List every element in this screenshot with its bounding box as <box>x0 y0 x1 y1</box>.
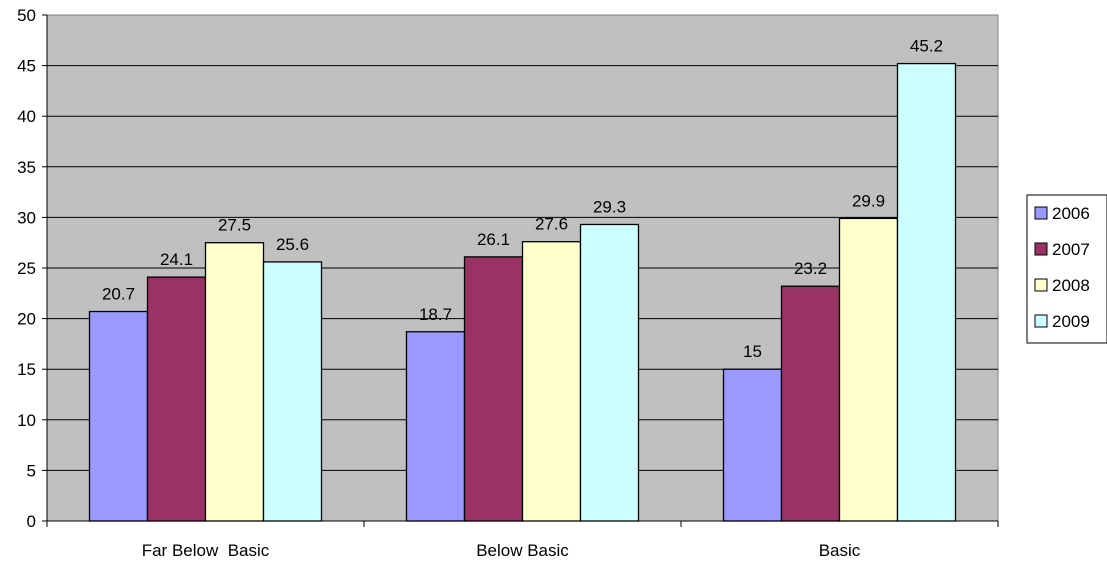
bar-2008-2 <box>521 241 582 522</box>
y-tick-label: 25 <box>17 259 36 278</box>
data-label: 15 <box>743 342 762 361</box>
legend-label: 2008 <box>1052 276 1090 295</box>
legend: 2006 2007 2008 2009 <box>1026 194 1107 344</box>
bar-2008-1 <box>204 242 265 522</box>
data-label: 27.5 <box>218 216 251 235</box>
x-axis: Far Below Basic Below Basic Basic <box>46 520 999 560</box>
bar-2007-1 <box>146 276 207 522</box>
legend-label: 2007 <box>1052 240 1090 259</box>
data-label: 23.2 <box>794 259 827 278</box>
bar-2009-1 <box>262 261 323 522</box>
y-tick-label: 10 <box>17 411 36 430</box>
y-tick-label: 0 <box>27 512 36 531</box>
bar-2007-3 <box>780 285 841 522</box>
data-labels: 20.7 24.1 27.5 25.6 18.7 26.1 27.6 29.3 15 23.2 29… <box>102 37 943 362</box>
legend-swatch <box>1034 206 1048 220</box>
bars <box>88 62 957 522</box>
data-label: 29.9 <box>852 191 885 210</box>
bar-2009-3 <box>896 62 957 522</box>
y-tick-label: 15 <box>17 360 36 379</box>
y-tick-label: 5 <box>27 461 36 480</box>
legend-swatch <box>1034 242 1048 256</box>
y-tick-label: 45 <box>17 57 36 76</box>
y-tick-label: 50 <box>17 6 36 25</box>
legend-swatch <box>1034 278 1048 292</box>
bar-2006-3 <box>722 368 783 522</box>
y-tick-label: 20 <box>17 310 36 329</box>
bar-2007-2 <box>463 256 524 522</box>
y-tick-label: 40 <box>17 107 36 126</box>
data-label: 45.2 <box>910 37 943 56</box>
data-label: 20.7 <box>102 285 135 304</box>
y-tick-label: 35 <box>17 158 36 177</box>
legend-label: 2009 <box>1052 312 1090 331</box>
data-label: 29.3 <box>593 197 626 216</box>
legend-swatch <box>1034 314 1048 328</box>
x-tick-label: Far Below Basic <box>142 541 270 560</box>
legend-label: 2006 <box>1052 204 1090 223</box>
x-tick-label: Basic <box>819 541 861 560</box>
x-tick-label: Below Basic <box>476 541 569 560</box>
bar-2006-1 <box>88 310 149 522</box>
data-label: 24.1 <box>160 250 193 269</box>
y-tick-label: 30 <box>17 208 36 227</box>
data-label: 25.6 <box>276 235 309 254</box>
y-axis: 0 5 10 15 20 25 30 35 40 45 50 <box>17 6 48 531</box>
data-label: 18.7 <box>419 305 452 324</box>
bar-2008-3 <box>838 217 899 522</box>
bar-2006-2 <box>405 331 466 522</box>
data-label: 27.6 <box>535 215 568 234</box>
bar-2009-2 <box>579 223 640 522</box>
data-label: 26.1 <box>477 230 510 249</box>
